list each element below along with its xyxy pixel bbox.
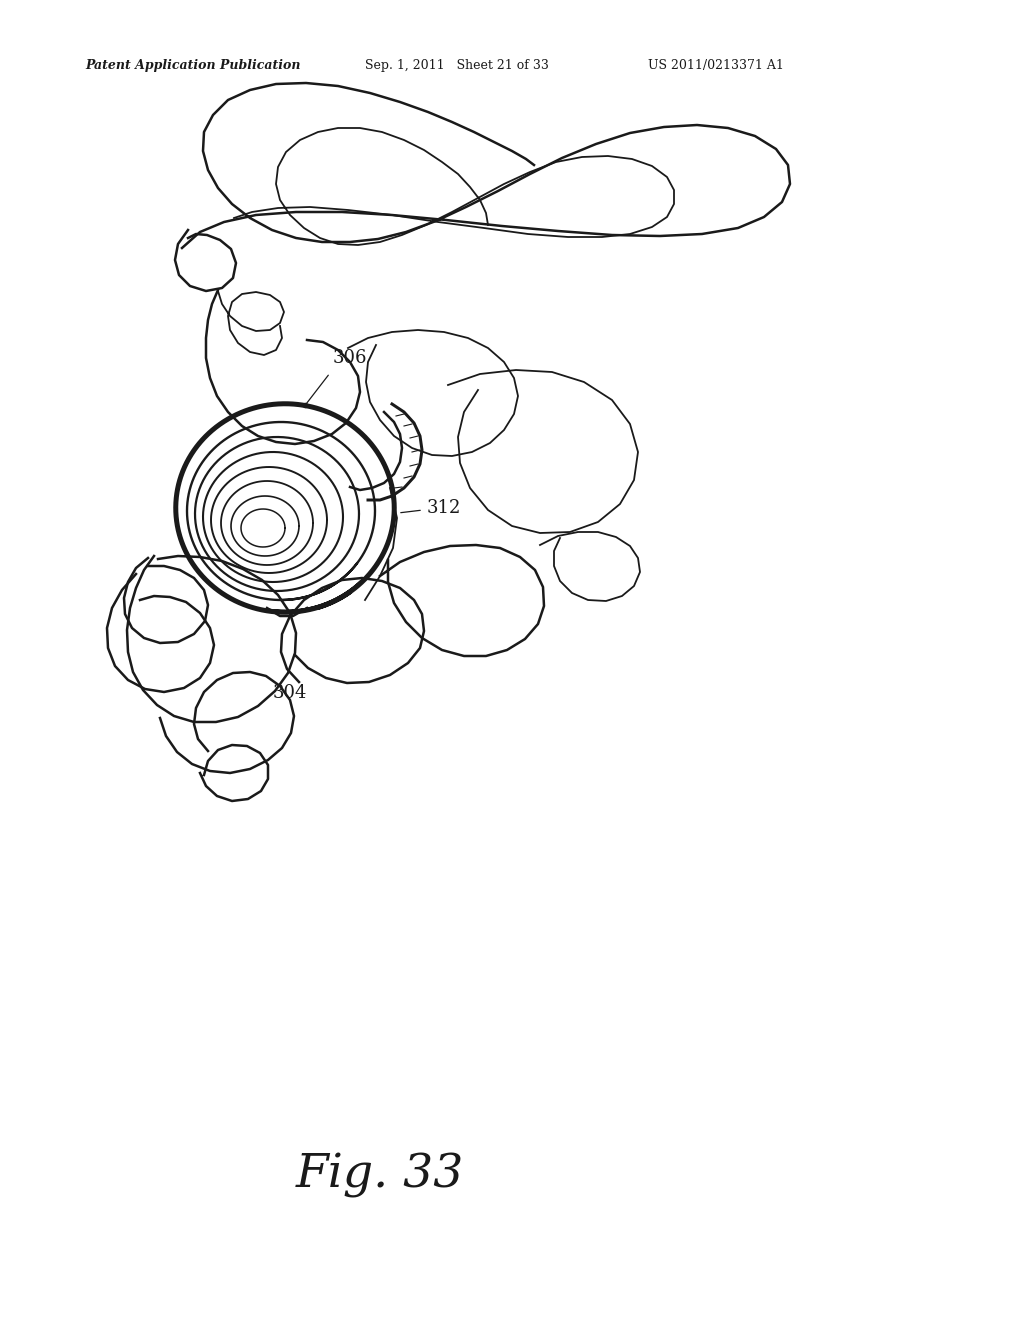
Text: Patent Application Publication: Patent Application Publication <box>85 58 300 71</box>
Text: 312: 312 <box>427 499 462 517</box>
Text: Sep. 1, 2011   Sheet 21 of 33: Sep. 1, 2011 Sheet 21 of 33 <box>365 58 549 71</box>
Text: 306: 306 <box>333 348 368 367</box>
Text: 304: 304 <box>273 684 307 702</box>
Text: US 2011/0213371 A1: US 2011/0213371 A1 <box>648 58 784 71</box>
Text: Fig. 33: Fig. 33 <box>296 1152 464 1197</box>
